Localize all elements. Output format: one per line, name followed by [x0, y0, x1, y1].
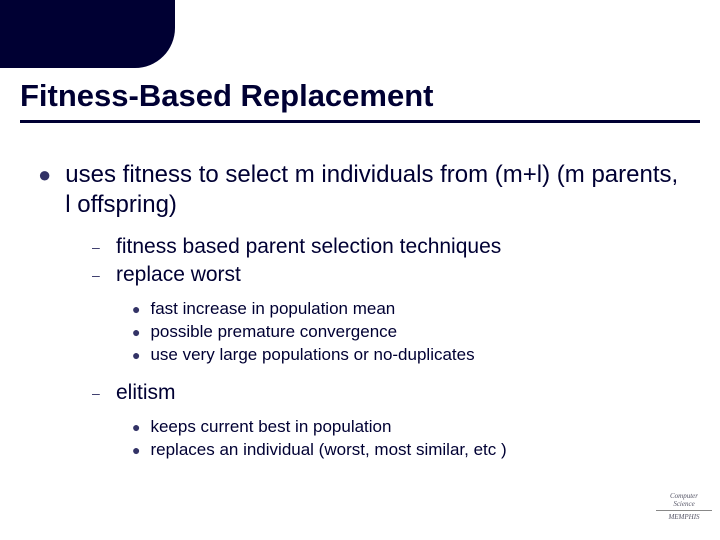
bullet-level3: ● replaces an individual (worst, most si… — [132, 439, 690, 461]
level2-group: – fitness based parent selection techniq… — [92, 234, 690, 461]
bullet-level2: – elitism — [92, 380, 690, 406]
bullet-level3: ● possible premature convergence — [132, 321, 690, 343]
bullet-text: use very large populations or no-duplica… — [150, 344, 474, 366]
title-bar: Fitness-Based Replacement — [20, 78, 700, 123]
bullet-icon: ● — [38, 160, 51, 220]
bullet-text: elitism — [116, 380, 176, 406]
bullet-level2: – fitness based parent selection techniq… — [92, 234, 690, 260]
level3-group: ● fast increase in population mean ● pos… — [132, 298, 690, 366]
bullet-icon: ● — [132, 298, 140, 320]
bullet-text: fitness based parent selection technique… — [116, 234, 501, 260]
dash-icon: – — [92, 262, 102, 288]
bullet-text: keeps current best in population — [150, 416, 391, 438]
corner-decoration — [0, 0, 175, 68]
bullet-level3: ● fast increase in population mean — [132, 298, 690, 320]
footer-logo: Computer Science MEMPHIS — [656, 492, 712, 532]
logo-line1: Computer — [656, 492, 712, 500]
logo-line2: Science — [656, 500, 712, 508]
title-underline — [20, 120, 700, 123]
dash-icon: – — [92, 234, 102, 260]
bullet-text: possible premature convergence — [150, 321, 397, 343]
logo-line3: MEMPHIS — [656, 513, 712, 521]
slide-title: Fitness-Based Replacement — [20, 78, 700, 114]
bullet-level1: ● uses fitness to select m individuals f… — [38, 160, 690, 220]
logo-separator — [656, 510, 712, 511]
bullet-icon: ● — [132, 416, 140, 438]
dash-icon: – — [92, 380, 102, 406]
bullet-text: replaces an individual (worst, most simi… — [150, 439, 506, 461]
bullet-level3: ● keeps current best in population — [132, 416, 690, 438]
bullet-level2: – replace worst — [92, 262, 690, 288]
bullet-icon: ● — [132, 439, 140, 461]
slide-content: ● uses fitness to select m individuals f… — [38, 160, 690, 475]
bullet-icon: ● — [132, 344, 140, 366]
bullet-text: uses fitness to select m individuals fro… — [65, 160, 690, 220]
level3-group: ● keeps current best in population ● rep… — [132, 416, 690, 461]
bullet-text: replace worst — [116, 262, 241, 288]
bullet-text: fast increase in population mean — [150, 298, 395, 320]
bullet-icon: ● — [132, 321, 140, 343]
bullet-level3: ● use very large populations or no-dupli… — [132, 344, 690, 366]
